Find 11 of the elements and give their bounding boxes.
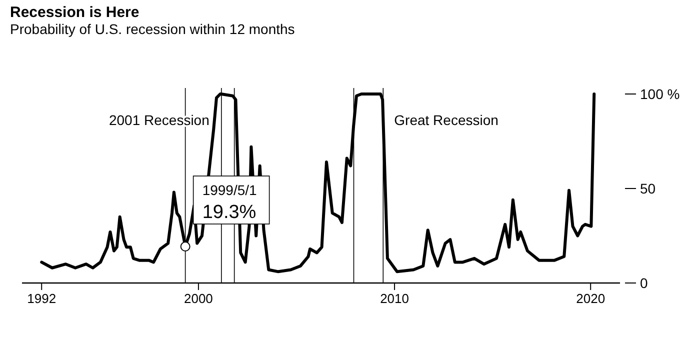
y-tick-label: 0	[640, 275, 648, 291]
annotation: 1999/5/1 19.3%	[202, 182, 258, 223]
x-tick-label: 2000	[184, 291, 213, 306]
chart-title: Recession is Here	[10, 4, 140, 21]
ref-line-label: Great Recession	[394, 112, 498, 128]
x-tick-label: 1992	[27, 291, 56, 306]
chart-subtitle: Probability of U.S. recession within 12 months	[10, 21, 295, 37]
x-tick-label: 2010	[380, 291, 409, 306]
y-tick-label: 100 %	[640, 86, 680, 102]
x-tick-label: 2020	[576, 291, 606, 306]
y-tick-label: 50	[640, 180, 656, 196]
